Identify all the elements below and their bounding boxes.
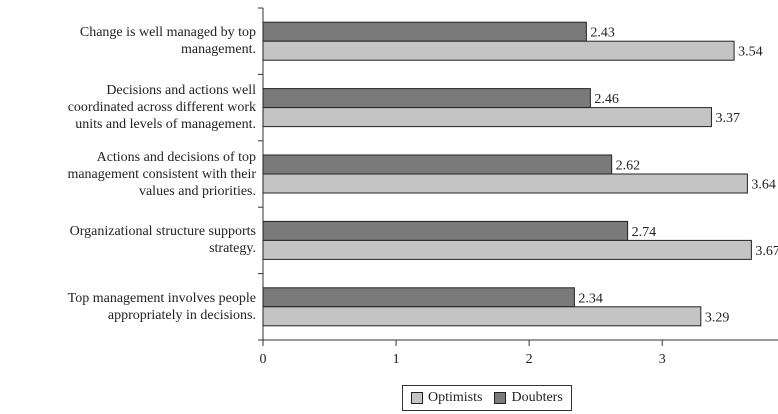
category-label: Change is well managed by top management.: [0, 24, 256, 58]
data-label-doubters: 2.46: [594, 92, 619, 107]
x-tick-label: 0: [260, 352, 267, 367]
bar-doubters: [262, 220, 629, 241]
category-label-line: management.: [180, 42, 256, 58]
category-label-line: coordinated across different work: [67, 100, 256, 116]
data-label-doubters: 2.34: [578, 291, 603, 306]
category-label-line: Top management involves people: [67, 290, 256, 306]
bar-optimists: [262, 239, 752, 260]
category-label-line: management consistent with their: [67, 166, 256, 182]
bar-optimists: [262, 306, 702, 327]
x-tick-label: 3: [659, 352, 666, 367]
data-label-doubters: 2.74: [632, 225, 657, 240]
legend-label-optimists: Optimists: [428, 390, 483, 405]
category-label: Decisions and actions well coordinated ac…: [0, 82, 256, 133]
legend-label-doubters: Doubters: [511, 390, 563, 405]
data-label-optimists: 3.29: [705, 310, 730, 325]
category-label-line: strategy.: [209, 241, 256, 257]
category-label-line: Actions and decisions of top: [96, 149, 256, 165]
category-label: Actions and decisions of top management c…: [0, 149, 256, 200]
data-label-optimists: 3.37: [715, 111, 740, 126]
category-label: Top management involves people appropriat…: [0, 290, 256, 324]
category-label-line: appropriately in decisions.: [107, 307, 256, 323]
legend-item-optimists: Optimists: [411, 390, 482, 406]
legend-swatch-doubters: [494, 392, 507, 404]
bar-doubters: [262, 21, 587, 42]
legend-swatch-optimists: [411, 392, 423, 404]
category-label-line: Change is well managed by top: [79, 25, 256, 41]
bar-doubters: [262, 154, 613, 175]
bar-doubters: [262, 287, 575, 308]
category-label-line: Organizational structure supports: [69, 224, 256, 240]
category-label-line: Decisions and actions well: [106, 83, 256, 99]
data-label-optimists: 3.64: [751, 178, 776, 193]
category-label-line: values and priorities.: [138, 183, 256, 199]
data-label-doubters: 2.62: [616, 159, 641, 174]
bar-optimists: [262, 40, 735, 61]
category-label-line: units and levels of management.: [75, 117, 256, 133]
legend-item-doubters: Doubters: [494, 390, 563, 406]
data-label-doubters: 2.43: [590, 26, 615, 41]
bar-optimists: [262, 173, 748, 194]
x-tick-label: 1: [393, 352, 400, 367]
legend: Optimists Doubters: [402, 385, 572, 411]
data-label-optimists: 3.54: [738, 45, 763, 60]
bar-optimists: [262, 107, 712, 128]
x-tick-label: 2: [526, 352, 533, 367]
bar-doubters: [262, 88, 591, 109]
data-label-optimists: 3.67: [755, 244, 778, 259]
category-label: Organizational structure supports strateg…: [0, 223, 256, 257]
